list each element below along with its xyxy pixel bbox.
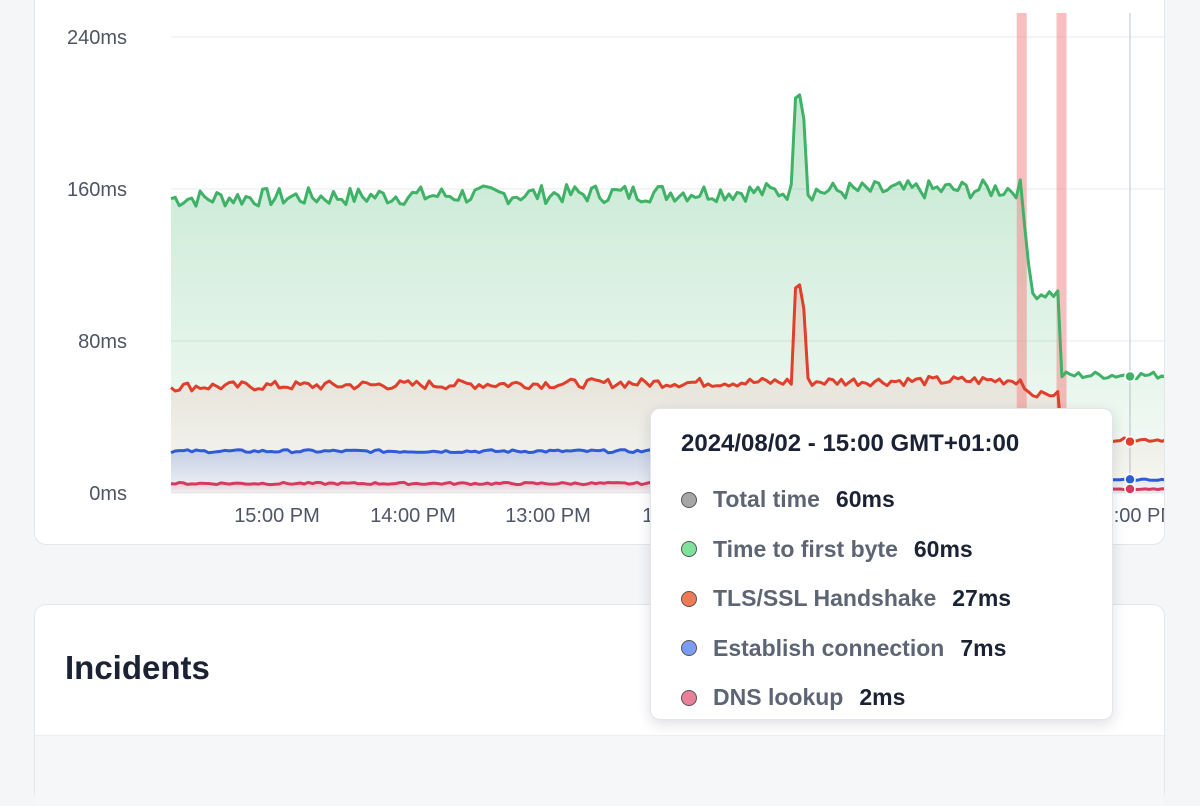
y-tick-label: 160ms — [67, 179, 127, 201]
tooltip-row-dns: DNS lookup 2ms — [681, 673, 1112, 723]
incidents-title: Incidents — [65, 649, 210, 686]
series-line[interactable] — [170, 283, 1165, 444]
tooltip-row-connect: Establish connection 7ms — [681, 624, 1112, 674]
y-axis-labels: 240ms 160ms 80ms 0ms — [67, 27, 127, 505]
y-tick-label: 80ms — [78, 331, 127, 353]
hover-point — [1124, 483, 1136, 495]
y-tick-label: 0ms — [89, 483, 127, 505]
hover-point — [1124, 370, 1136, 383]
y-tick-label: 240ms — [67, 27, 127, 49]
incident-markers — [1016, 13, 1067, 493]
x-tick-label: 14:00 PM — [370, 505, 456, 527]
tooltip-label: Establish connection — [713, 634, 945, 661]
tooltip-label: TLS/SSL Handshake — [713, 585, 937, 612]
hover-point — [1124, 473, 1136, 486]
legend-dot-icon — [681, 541, 697, 558]
tooltip-value: 2ms — [859, 684, 906, 711]
series-line[interactable] — [170, 93, 1165, 381]
tooltip-value: 60ms — [913, 535, 973, 562]
tooltip-label: Time to first byte — [713, 535, 898, 562]
x-tick-label: 15:00 PM — [234, 505, 320, 527]
tooltip-value: 60ms — [835, 486, 895, 513]
tooltip-title: 2024/08/02 - 15:00 GMT+01:00 — [681, 430, 1020, 457]
tooltip-label: DNS lookup — [713, 684, 844, 711]
tooltip-value: 27ms — [952, 585, 1012, 612]
legend-dot-icon — [681, 491, 697, 508]
tooltip-row-tls: TLS/SSL Handshake 27ms — [681, 574, 1112, 624]
incidents-table-header — [35, 735, 1164, 806]
legend-dot-icon — [681, 590, 697, 607]
tooltip-row-total-time: Total time 60ms — [681, 475, 1112, 525]
incident-marker[interactable] — [1016, 13, 1027, 493]
x-tick-label: 13:00 PM — [505, 505, 591, 527]
hover-point — [1124, 435, 1136, 448]
incident-marker[interactable] — [1056, 13, 1067, 493]
tooltip-label: Total time — [713, 486, 820, 513]
tooltip-value: 7ms — [960, 634, 1007, 661]
legend-dot-icon — [681, 689, 697, 706]
legend-dot-icon — [681, 640, 697, 657]
tooltip-row-ttfb: Time to first byte 60ms — [681, 525, 1112, 575]
chart-tooltip: 2024/08/02 - 15:00 GMT+01:00 Total time … — [650, 408, 1113, 720]
